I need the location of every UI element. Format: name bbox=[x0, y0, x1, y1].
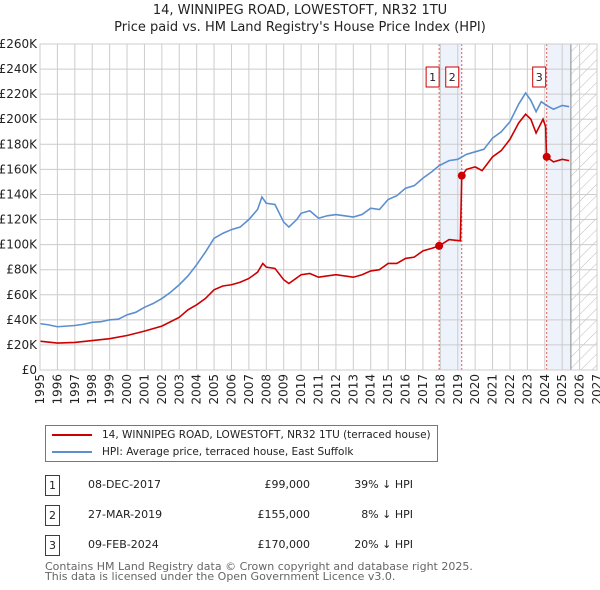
sale-price: £170,000 bbox=[257, 538, 311, 551]
sale-point bbox=[457, 171, 466, 180]
x-tick-label: 2025 bbox=[555, 374, 569, 405]
property-price-line bbox=[39, 113, 570, 344]
x-tick-label: 1996 bbox=[50, 374, 64, 405]
legend-item-property: 14, WINNIPEG ROAD, LOWESTOFT, NR32 1TU (… bbox=[52, 427, 431, 443]
sale-price: £155,000 bbox=[257, 508, 311, 521]
sale-marker-number: 1 bbox=[45, 475, 60, 496]
hpi-line bbox=[39, 91, 570, 328]
y-tick-label: £0 bbox=[22, 363, 37, 377]
y-tick-label: £60K bbox=[6, 288, 38, 302]
x-tick-label: 2005 bbox=[207, 374, 221, 405]
x-tick-label: 2008 bbox=[259, 374, 273, 405]
plot-area: £0 £20K £40K £60K £80K £100K £120K £140K £160K £1… bbox=[0, 37, 600, 405]
x-tick-label: 2009 bbox=[277, 374, 291, 405]
x-tick-label: 2014 bbox=[364, 374, 378, 405]
x-tick-label: 2015 bbox=[381, 374, 395, 405]
x-tick-label: 2017 bbox=[416, 374, 430, 405]
plot-border bbox=[39, 43, 598, 371]
forecast-hatch bbox=[570, 44, 597, 370]
sale-point bbox=[435, 241, 444, 250]
x-tick-label: 2007 bbox=[242, 374, 256, 405]
x-tick-label: 2022 bbox=[503, 374, 517, 405]
sale-marker-box bbox=[425, 66, 440, 88]
sale-marker-box bbox=[445, 66, 460, 88]
chart-title: 14, WINNIPEG ROAD, LOWESTOFT, NR32 1TU bbox=[152, 3, 448, 18]
sale-marker-number: 3 bbox=[45, 535, 60, 556]
hpi-difference: 8% ↓ HPI bbox=[361, 508, 413, 521]
y-tick-label: £140K bbox=[0, 187, 38, 201]
x-tick-label: 2024 bbox=[538, 374, 552, 405]
legend-swatch-red bbox=[52, 434, 92, 436]
y-tick-label: £240K bbox=[0, 62, 38, 76]
footer-licence: This data is licensed under the Open Gov… bbox=[45, 570, 396, 583]
sale-point bbox=[542, 152, 551, 161]
x-tick-label: 2027 bbox=[590, 374, 600, 405]
y-tick-label: £120K bbox=[0, 213, 38, 227]
x-tick-label: 2011 bbox=[312, 374, 326, 405]
sale-marker-label: 1 bbox=[429, 71, 436, 84]
hpi-difference: 39% ↓ HPI bbox=[354, 478, 413, 491]
sale-row: 2 27-MAR-2019 £155,000 8% ↓ HPI bbox=[45, 505, 465, 526]
x-tick-label: 2018 bbox=[433, 374, 447, 405]
x-tick-label: 2013 bbox=[346, 374, 360, 405]
x-tick-label: 2001 bbox=[137, 374, 151, 405]
sale-row: 1 08-DEC-2017 £99,000 39% ↓ HPI bbox=[45, 475, 465, 496]
x-tick-label: 1997 bbox=[68, 374, 82, 405]
x-tick-label: 2010 bbox=[294, 374, 308, 405]
legend-label: 14, WINNIPEG ROAD, LOWESTOFT, NR32 1TU (… bbox=[102, 429, 431, 441]
x-tick-label: 2003 bbox=[172, 374, 186, 405]
chart-subtitle: Price paid vs. HM Land Registry's House … bbox=[114, 20, 486, 35]
legend-label: HPI: Average price, terraced house, East… bbox=[102, 446, 354, 458]
x-tick-label: 2026 bbox=[573, 374, 587, 405]
legend-swatch-blue bbox=[52, 451, 92, 453]
sale-period-shading bbox=[546, 44, 571, 370]
x-tick-label: 1998 bbox=[85, 374, 99, 405]
y-tick-label: £80K bbox=[6, 263, 38, 277]
sale-price: £99,000 bbox=[264, 478, 311, 491]
hpi-difference: 20% ↓ HPI bbox=[354, 538, 413, 551]
sale-date: 09-FEB-2024 bbox=[88, 538, 159, 551]
x-tick-label: 2021 bbox=[486, 374, 500, 405]
x-tick-label: 2020 bbox=[468, 374, 482, 405]
sale-marker-label: 3 bbox=[536, 71, 543, 84]
sale-marker-box bbox=[532, 66, 547, 88]
x-tick-label: 2000 bbox=[120, 374, 134, 405]
y-tick-label: £100K bbox=[0, 238, 38, 252]
x-tick-label: 2004 bbox=[190, 374, 204, 405]
y-tick-label: £220K bbox=[0, 87, 38, 101]
sale-marker-label: 2 bbox=[449, 71, 456, 84]
sale-marker-number: 2 bbox=[45, 505, 60, 526]
sale-date: 08-DEC-2017 bbox=[88, 478, 162, 491]
footer-copyright: Contains HM Land Registry data © Crown c… bbox=[45, 560, 473, 573]
x-tick-label: 2023 bbox=[520, 374, 534, 405]
y-tick-label: £200K bbox=[0, 112, 38, 126]
x-tick-label: 2019 bbox=[451, 374, 465, 405]
y-tick-label: £160K bbox=[0, 162, 38, 176]
legend: 14, WINNIPEG ROAD, LOWESTOFT, NR32 1TU (… bbox=[45, 425, 438, 462]
sale-row: 3 09-FEB-2024 £170,000 20% ↓ HPI bbox=[45, 535, 465, 556]
sale-date: 27-MAR-2019 bbox=[88, 508, 163, 521]
y-tick-label: £260K bbox=[0, 37, 38, 51]
sale-period-shading bbox=[439, 44, 462, 370]
y-tick-label: £20K bbox=[6, 338, 38, 352]
y-tick-label: £40K bbox=[6, 313, 38, 327]
x-tick-label: 2012 bbox=[329, 374, 343, 405]
x-tick-label: 1995 bbox=[33, 374, 47, 405]
legend-item-hpi: HPI: Average price, terraced house, East… bbox=[52, 444, 353, 460]
x-tick-label: 1999 bbox=[103, 374, 117, 405]
x-tick-label: 2006 bbox=[224, 374, 238, 405]
x-tick-label: 2002 bbox=[155, 374, 169, 405]
y-tick-label: £180K bbox=[0, 137, 38, 151]
x-tick-label: 2016 bbox=[399, 374, 413, 405]
